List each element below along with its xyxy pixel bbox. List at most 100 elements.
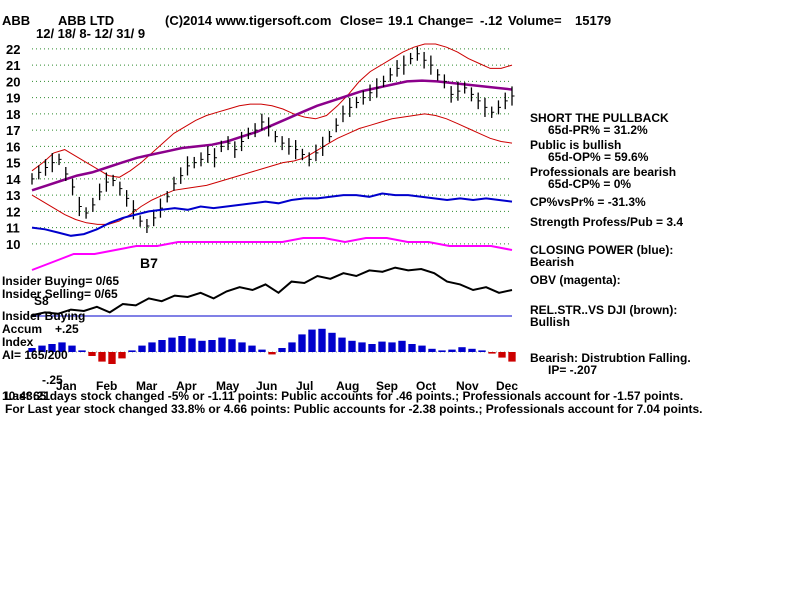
- footer-line-2: For Last year stock changed 33.8% or 4.6…: [5, 402, 703, 416]
- y-tick-label: 15: [6, 156, 20, 171]
- accum-bar: [48, 344, 56, 352]
- relstr-value: Bullish: [530, 315, 570, 329]
- accum-bar: [408, 344, 416, 352]
- accum-bar: [468, 348, 476, 352]
- x-tick-label: Feb: [96, 379, 117, 393]
- header-volume-value: 15179: [575, 13, 611, 28]
- accum-bar: [148, 342, 156, 352]
- y-tick-label: 21: [6, 58, 20, 73]
- indicator-sub-3: 65d-CP% = 0%: [548, 177, 631, 191]
- indicator-title-2: Public is bullish: [530, 138, 621, 152]
- obv-path: [31, 237, 513, 271]
- accum-bar: [338, 337, 346, 352]
- accum-bar: [238, 342, 246, 352]
- header-volume-label: Volume=: [508, 13, 562, 28]
- bearish-title: Bearish: Distrubtion Falling.: [530, 351, 691, 365]
- accum-bar: [438, 350, 446, 352]
- insider-buying-label: Insider Buying= 0/65: [2, 274, 119, 288]
- indicator-title-1: SHORT THE PULLBACK: [530, 111, 669, 125]
- y-tick-label: 16: [6, 139, 20, 154]
- y-tick-label: 20: [6, 74, 20, 89]
- x-tick-label: Jun: [256, 379, 277, 393]
- accum-bar: [248, 345, 256, 352]
- price-bars: [31, 46, 515, 233]
- obv-line: [31, 237, 513, 271]
- accum-bar: [368, 344, 376, 352]
- strength-text: Strength Profess/Pub = 3.4: [530, 215, 683, 229]
- indicator-sub-2: 65d-OP% = 59.6%: [548, 150, 649, 164]
- closing-power-title: CLOSING POWER (blue):: [530, 243, 673, 257]
- accum-bar: [138, 345, 146, 352]
- closing-power-path: [31, 192, 513, 237]
- accum-bar: [388, 342, 396, 352]
- header-close-value: 19.1: [388, 13, 413, 28]
- accum-bar: [188, 338, 196, 352]
- accum-bar: [98, 352, 106, 362]
- bollinger-upper-line: [31, 43, 513, 178]
- accum-label: Accum: [2, 322, 42, 336]
- x-tick-label: Jul: [296, 379, 313, 393]
- gridlines: [32, 48, 512, 353]
- insider-selling-label: Insider Selling= 0/65: [2, 287, 118, 301]
- accum-bar: [288, 342, 296, 352]
- accum-plus-label: +.25: [55, 322, 79, 336]
- header-date-range: 12/ 18/ 8- 12/ 31/ 9: [36, 26, 145, 41]
- accum-bar: [298, 334, 306, 352]
- accum-bar: [358, 342, 366, 352]
- accum-bar: [228, 339, 236, 352]
- accum-bar: [208, 340, 216, 352]
- accum-bar: [378, 341, 386, 352]
- ai-label: AI= 165/200: [2, 348, 68, 362]
- accum-bar: [268, 352, 276, 355]
- accum-bar: [318, 328, 326, 352]
- bollinger-lower-line: [31, 113, 513, 225]
- annotation-b7: B7: [140, 255, 158, 271]
- footer-timestamp: 10:43:21: [2, 389, 50, 403]
- relstr-title: REL.STR..VS DJI (brown):: [530, 303, 677, 317]
- accum-bar: [308, 329, 316, 352]
- x-tick-label: Dec: [496, 379, 518, 393]
- header-change-label: Change=: [418, 13, 474, 28]
- accum-bar: [218, 337, 226, 352]
- accum-bar: [458, 347, 466, 352]
- y-tick-label: 17: [6, 123, 20, 138]
- x-tick-label: Mar: [136, 379, 158, 393]
- accum-bar: [168, 337, 176, 352]
- accum-bar: [198, 340, 206, 352]
- accum-bar: [398, 340, 406, 352]
- x-tick-label: Nov: [456, 379, 479, 393]
- closing-power-line: [31, 192, 513, 237]
- x-tick-label: Oct: [416, 379, 436, 393]
- y-tick-label: 18: [6, 107, 20, 122]
- accum-bar: [428, 348, 436, 352]
- x-tick-label: Jan: [56, 379, 77, 393]
- accum-bar: [68, 345, 76, 352]
- header-copyright: (C)2014 www.tigersoft.com: [165, 13, 331, 28]
- bollinger-bands: [31, 43, 513, 225]
- accum-bar: [478, 350, 486, 352]
- accum-bar: [258, 349, 266, 352]
- ip-value: IP= -.207: [548, 363, 597, 377]
- accum-bar: [78, 350, 86, 352]
- obv-title: OBV (magenta):: [530, 273, 621, 287]
- indicator-sub-1: 65d-PR% = 31.2%: [548, 123, 648, 137]
- accumulation-index: [28, 328, 516, 364]
- y-tick-label: 13: [6, 188, 20, 203]
- accum-bar: [448, 349, 456, 352]
- x-tick-label: Sep: [376, 379, 398, 393]
- indicator-title-3: Professionals are bearish: [530, 165, 676, 179]
- accum-bar: [418, 345, 426, 352]
- x-tick-label: Aug: [336, 379, 359, 393]
- accum-bar: [88, 352, 96, 356]
- accum-bar: [488, 352, 496, 354]
- accum-bar: [128, 350, 136, 352]
- cpvspr-text: CP%vsPr% = -31.3%: [530, 195, 646, 209]
- y-tick-label: 22: [6, 42, 20, 57]
- x-tick-label: Apr: [176, 379, 197, 393]
- accum-minus-label: -.25: [42, 373, 63, 387]
- footer-line-1: Last 65 days stock changed -5% or -1.11 …: [5, 389, 683, 403]
- insider-buying-short-label: Insider Buying: [2, 309, 85, 323]
- moving-average: [31, 79, 513, 192]
